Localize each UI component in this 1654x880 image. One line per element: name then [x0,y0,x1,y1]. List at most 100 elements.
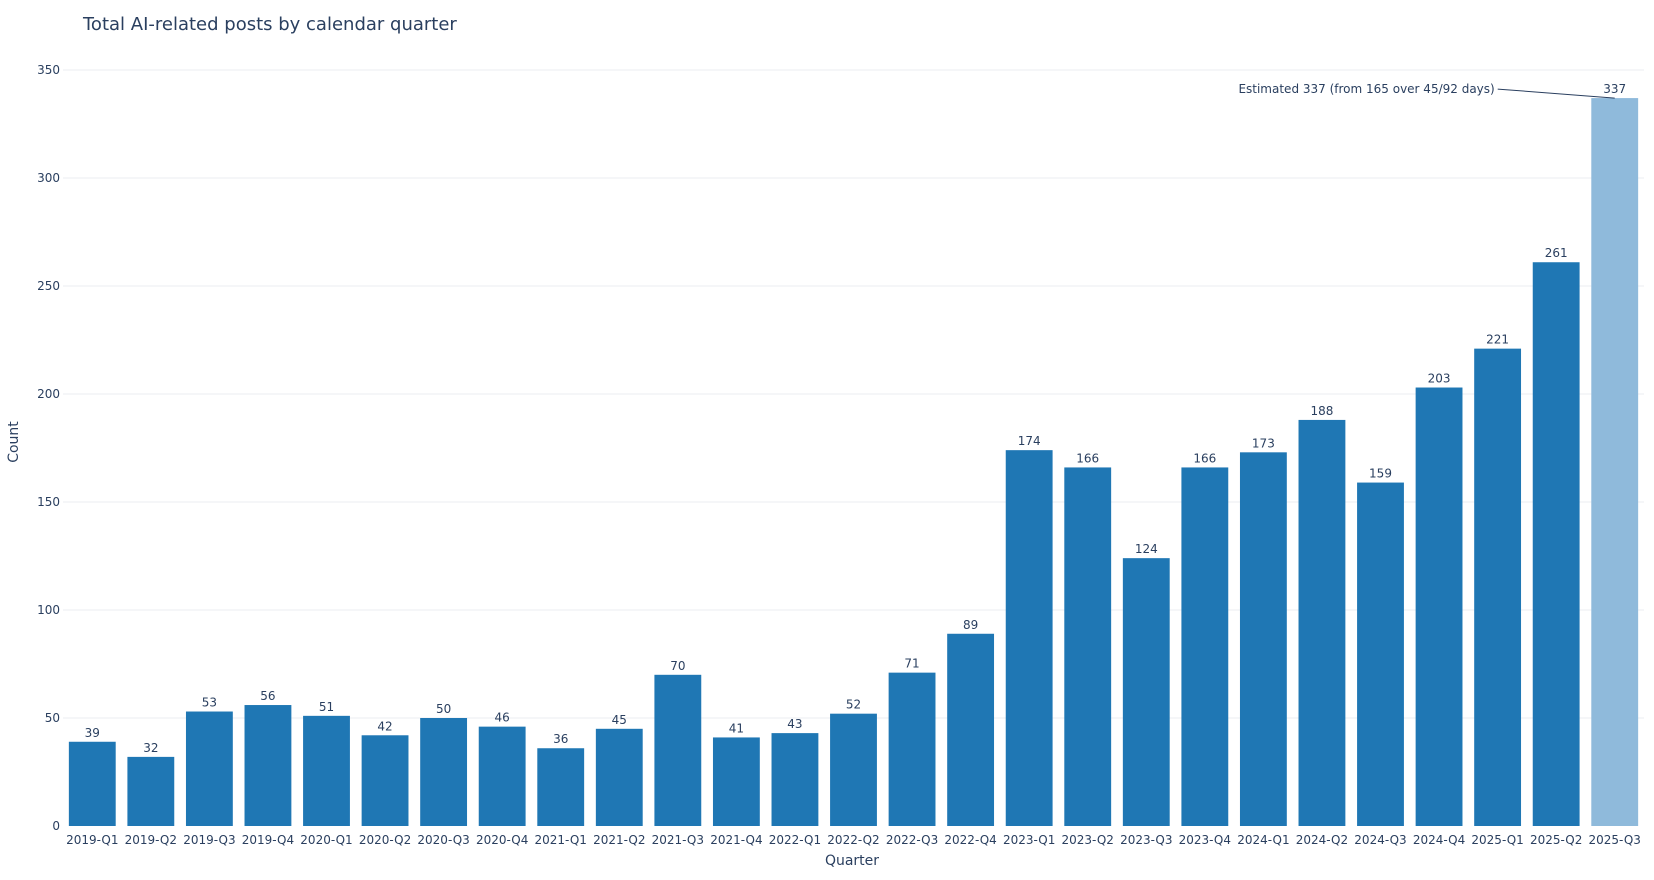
x-tick-label: 2020-Q4 [476,833,528,847]
x-tick-label: 2023-Q2 [1062,833,1114,847]
x-tick-label: 2023-Q1 [1003,833,1055,847]
x-tick-label: 2022-Q4 [944,833,996,847]
bar-value-label: 53 [202,696,217,710]
bar-value-label: 166 [1076,451,1099,465]
gridlines [63,69,1644,719]
bar-value-label: 45 [612,713,627,727]
bar-labels: 39 32 53 56 51 42 50 46 36 45 70 41 43 52 71 89 174 166 12… [85,82,1627,755]
x-tick-label: 2021-Q3 [652,833,704,847]
bar-value-label: 166 [1193,451,1216,465]
x-tick-label: 2022-Q2 [827,833,879,847]
y-tick-label: 250 [37,279,60,293]
bar [185,711,233,826]
bar-value-label: 52 [846,698,861,712]
x-tick-label: 2022-Q3 [886,833,938,847]
y-tick-label: 150 [37,495,60,509]
y-axis-ticks: 0 50 100 150 200 250 300 350 [37,63,60,833]
bar [1474,348,1522,826]
bar [1532,262,1580,826]
bar-value-label: 43 [787,717,802,731]
bar-value-label: 70 [670,659,685,673]
bar [712,737,760,826]
bar [1298,419,1346,826]
bar-estimated [1591,98,1639,826]
bar-value-label: 203 [1428,372,1451,386]
bar [830,713,877,826]
bar [1181,467,1229,826]
bars [68,98,1639,826]
x-tick-label: 2024-Q3 [1354,833,1406,847]
bar [888,672,936,826]
x-axis-title: Quarter [825,853,879,869]
bar-value-label: 337 [1603,82,1626,96]
y-axis-title: Count [6,421,22,463]
y-tick-label: 350 [37,63,60,77]
y-tick-label: 200 [37,387,60,401]
annotation: Estimated 337 (from 165 over 45/92 days) [1238,82,1615,99]
bar [654,674,702,826]
bar-value-label: 71 [904,657,919,671]
bar-value-label: 36 [553,732,568,746]
bar [303,715,350,826]
x-axis-ticks: 2019-Q1 2019-Q2 2019-Q3 2019-Q4 2020-Q1 2020-… [66,833,1641,847]
x-tick-label: 2025-Q2 [1530,833,1582,847]
y-tick-label: 0 [52,819,60,833]
bar-value-label: 261 [1545,246,1568,260]
bar [537,748,585,826]
bar-value-label: 46 [495,711,510,725]
bar-value-label: 159 [1369,467,1392,481]
x-tick-label: 2021-Q2 [593,833,645,847]
x-tick-label: 2025-Q3 [1589,833,1641,847]
bar-value-label: 124 [1135,542,1158,556]
bar [595,728,643,826]
bar-value-label: 89 [963,618,978,632]
bar [1239,452,1287,826]
annotation-arrow-line [1497,88,1615,99]
bar-value-label: 41 [729,721,744,735]
bar [244,705,292,826]
x-tick-label: 2023-Q4 [1179,833,1231,847]
bar-value-label: 50 [436,702,451,716]
y-tick-label: 50 [45,711,60,725]
y-tick-label: 100 [37,603,60,617]
bar [771,733,819,826]
bar [1005,450,1053,826]
bar-value-label: 173 [1252,436,1275,450]
x-tick-label: 2021-Q4 [710,833,762,847]
bar-value-label: 51 [319,700,334,714]
bar [1357,482,1404,826]
x-tick-label: 2019-Q2 [125,833,177,847]
chart-title: Total AI-related posts by calendar quart… [82,14,457,35]
bar-value-label: 188 [1310,404,1333,418]
bar [1415,387,1463,826]
x-tick-label: 2021-Q1 [535,833,587,847]
bar [127,756,175,826]
x-tick-label: 2020-Q2 [359,833,411,847]
bar-value-label: 39 [85,726,100,740]
x-tick-label: 2025-Q1 [1471,833,1523,847]
x-tick-label: 2020-Q1 [300,833,352,847]
bar [1122,558,1170,826]
bar-value-label: 221 [1486,333,1509,347]
x-tick-label: 2024-Q1 [1237,833,1289,847]
x-tick-label: 2022-Q1 [769,833,821,847]
bar [1064,467,1112,826]
bar [361,735,409,826]
x-tick-label: 2024-Q4 [1413,833,1465,847]
bar-value-label: 42 [377,719,392,733]
x-tick-label: 2020-Q3 [417,833,469,847]
x-tick-label: 2019-Q3 [183,833,235,847]
x-tick-label: 2019-Q4 [242,833,294,847]
annotation-text: Estimated 337 (from 165 over 45/92 days) [1238,82,1494,96]
x-tick-label: 2023-Q3 [1120,833,1172,847]
bar [68,741,116,826]
x-tick-label: 2019-Q1 [66,833,118,847]
bar [420,718,468,826]
bar-value-label: 56 [260,689,275,703]
bar [947,633,995,826]
bar-value-label: 32 [143,741,158,755]
bar-value-label: 174 [1018,434,1041,448]
x-tick-label: 2024-Q2 [1296,833,1348,847]
bar [478,726,526,826]
y-tick-label: 300 [37,171,60,185]
